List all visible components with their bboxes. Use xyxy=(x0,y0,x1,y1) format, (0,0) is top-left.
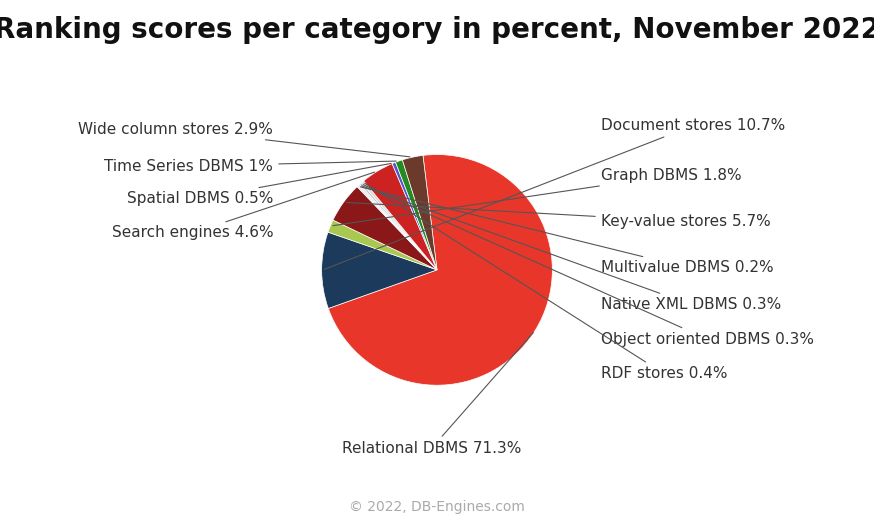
Text: Spatial DBMS 0.5%: Spatial DBMS 0.5% xyxy=(127,163,391,206)
Text: Key-value stores 5.7%: Key-value stores 5.7% xyxy=(346,202,771,229)
Wedge shape xyxy=(358,184,437,270)
Text: Object oriented DBMS 0.3%: Object oriented DBMS 0.3% xyxy=(363,185,814,347)
Wedge shape xyxy=(402,155,437,270)
Wedge shape xyxy=(322,232,437,308)
Text: Native XML DBMS 0.3%: Native XML DBMS 0.3% xyxy=(362,186,781,312)
Wedge shape xyxy=(360,183,437,270)
Text: Graph DBMS 1.8%: Graph DBMS 1.8% xyxy=(333,168,741,226)
Wedge shape xyxy=(357,186,437,270)
Text: Relational DBMS 71.3%: Relational DBMS 71.3% xyxy=(342,333,533,456)
Text: © 2022, DB-Engines.com: © 2022, DB-Engines.com xyxy=(349,500,525,514)
Wedge shape xyxy=(329,155,552,385)
Text: Document stores 10.7%: Document stores 10.7% xyxy=(324,118,785,269)
Text: Search engines 4.6%: Search engines 4.6% xyxy=(112,172,375,240)
Wedge shape xyxy=(362,181,437,270)
Text: Multivalue DBMS 0.2%: Multivalue DBMS 0.2% xyxy=(360,187,773,275)
Wedge shape xyxy=(333,187,437,270)
Wedge shape xyxy=(328,220,437,270)
Wedge shape xyxy=(396,160,437,270)
Text: Wide column stores 2.9%: Wide column stores 2.9% xyxy=(79,121,410,157)
Text: RDF stores 0.4%: RDF stores 0.4% xyxy=(364,183,727,381)
Text: Ranking scores per category in percent, November 2022: Ranking scores per category in percent, … xyxy=(0,16,874,44)
Wedge shape xyxy=(392,162,437,270)
Text: Time Series DBMS 1%: Time Series DBMS 1% xyxy=(104,159,396,173)
Wedge shape xyxy=(364,163,437,270)
